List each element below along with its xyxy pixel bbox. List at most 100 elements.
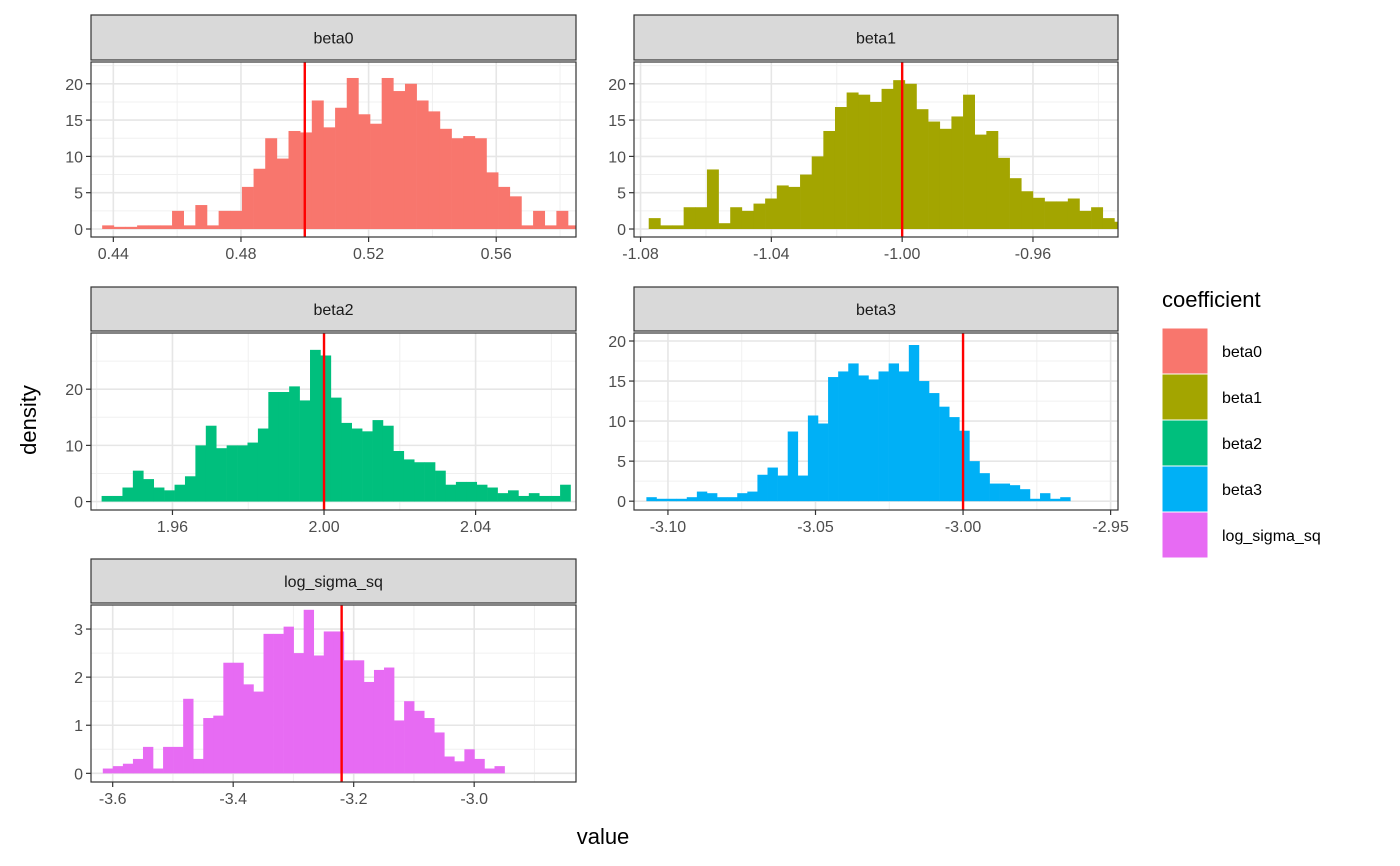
histogram-bar <box>343 660 355 774</box>
histogram-bar <box>265 138 278 230</box>
histogram-bar <box>776 185 789 230</box>
histogram-bar <box>989 483 1000 502</box>
panel-plot-area <box>91 605 576 782</box>
histogram-bar <box>466 481 478 502</box>
histogram-bar <box>382 425 394 502</box>
histogram-bar <box>494 766 505 774</box>
histogram-bar <box>184 476 196 502</box>
histogram-bar <box>428 111 441 230</box>
histogram-bar <box>193 758 204 774</box>
histogram-bar <box>727 497 738 502</box>
histogram-bar <box>122 763 134 774</box>
histogram-bar <box>183 698 194 774</box>
histogram-bar <box>414 710 425 774</box>
histogram-bar <box>474 758 485 774</box>
histogram-bar <box>1009 178 1022 230</box>
histogram-bar <box>1029 498 1041 502</box>
y-axis-title: density <box>16 385 41 455</box>
histogram-bar <box>497 493 509 502</box>
histogram-bar <box>686 497 698 502</box>
histogram-bar <box>363 681 375 774</box>
histogram-bar <box>949 417 960 502</box>
legend-label-log_sigma_sq: log_sigma_sq <box>1222 528 1321 545</box>
histogram-bar <box>333 631 345 774</box>
histogram-bar <box>846 92 859 230</box>
x-tick-label: 0.44 <box>98 246 129 263</box>
x-tick-label: -3.00 <box>945 519 982 536</box>
legend-label-beta2: beta2 <box>1222 436 1262 453</box>
histogram-bar <box>372 420 384 502</box>
x-tick-label: 2.04 <box>460 519 491 536</box>
histogram-bar <box>370 123 382 230</box>
panel-plot-area <box>634 62 1118 237</box>
histogram-bar <box>706 169 719 230</box>
histogram-bar <box>330 397 342 502</box>
histogram-bar <box>183 225 196 230</box>
histogram-bar <box>125 226 138 230</box>
histogram-bar <box>476 484 488 502</box>
histogram-bar <box>869 101 882 230</box>
histogram-bar <box>205 425 217 502</box>
histogram-bar <box>247 442 259 502</box>
histogram-bar <box>253 168 266 230</box>
histogram-bar <box>163 746 174 774</box>
histogram-bar <box>916 109 929 230</box>
histogram-bar <box>132 470 144 502</box>
histogram-bar <box>341 422 352 502</box>
legend-key-log_sigma_sq <box>1162 512 1208 558</box>
histogram-bar <box>498 186 511 230</box>
histogram-bar <box>195 205 208 230</box>
histogram-bar <box>112 495 123 502</box>
x-tick-label: -1.04 <box>753 246 790 263</box>
histogram-bar <box>454 761 465 774</box>
panel-border <box>90 604 577 783</box>
histogram-bar <box>539 495 550 502</box>
histogram-bar <box>893 80 906 230</box>
histogram-bar <box>974 134 987 230</box>
histogram-bar <box>556 210 569 230</box>
histogram-bar <box>293 653 304 774</box>
y-tick-label: 20 <box>608 77 626 94</box>
x-tick-label: -3.6 <box>99 791 127 808</box>
histogram-bar <box>288 130 301 230</box>
histogram-bar <box>811 156 824 230</box>
histogram-bar <box>777 475 788 502</box>
histogram-bar <box>394 720 405 774</box>
histogram-bar <box>353 660 365 774</box>
histogram-bar <box>276 158 289 230</box>
histogram-bar <box>656 498 667 502</box>
histogram-bar <box>381 77 394 230</box>
x-tick-label: -2.95 <box>1092 519 1129 536</box>
histogram-bar <box>959 430 970 502</box>
facet-strip-label: beta3 <box>856 302 896 319</box>
legend-key-border <box>1161 511 1209 559</box>
histogram-bar <box>747 491 758 502</box>
x-tick-label: 0.56 <box>481 246 512 263</box>
histogram-bar <box>384 667 395 774</box>
y-tick-label: 0 <box>74 766 83 783</box>
y-tick-label: 0 <box>617 494 626 511</box>
histogram-bar <box>521 225 534 230</box>
panel-border <box>90 61 577 238</box>
histogram-bar <box>963 94 975 230</box>
histogram-bar <box>439 128 452 230</box>
histogram-bar <box>486 172 499 230</box>
histogram-bar <box>1102 218 1115 230</box>
y-tick-label: 1 <box>74 718 83 735</box>
histogram-bar <box>113 226 126 230</box>
histogram-bar <box>881 88 894 230</box>
y-tick-label: 10 <box>65 149 83 166</box>
histogram-bar <box>153 487 165 502</box>
histogram-bar <box>455 481 467 502</box>
histogram-bar <box>800 174 813 230</box>
histogram-bar <box>299 400 311 502</box>
histogram-bar <box>1060 497 1071 502</box>
y-tick-label: 10 <box>65 438 83 455</box>
x-tick-label: -3.05 <box>797 519 834 536</box>
histogram-bar <box>568 225 576 230</box>
histogram-bar <box>765 198 778 230</box>
legend-label-beta0: beta0 <box>1222 344 1262 361</box>
histogram-bar <box>544 225 557 230</box>
x-tick-label: 0.48 <box>225 246 256 263</box>
